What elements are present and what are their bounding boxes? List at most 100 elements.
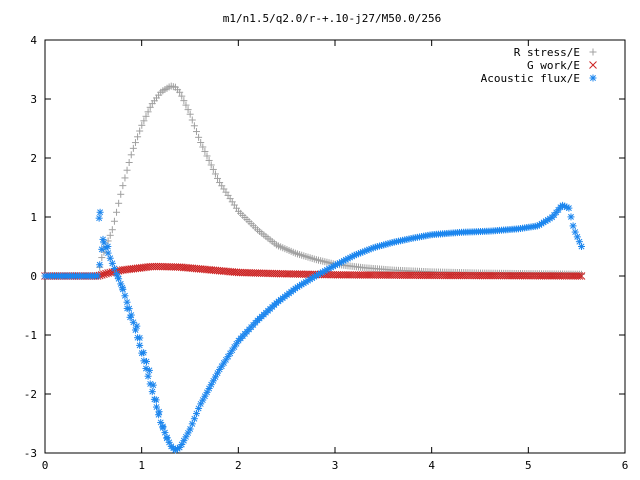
series-0-point: [121, 174, 129, 182]
series-2-point: [96, 208, 104, 216]
series-0-point: [108, 226, 116, 234]
series-2-point: [145, 366, 153, 374]
y-tick-label: 0: [30, 270, 37, 283]
series-0-point: [129, 144, 137, 152]
series-1-point: [575, 272, 584, 280]
series-0-point: [197, 138, 205, 146]
series-2-point: [144, 372, 152, 380]
series-2-point: [94, 272, 102, 280]
series-2-point: [114, 272, 121, 280]
y-tick-label: -3: [24, 447, 37, 460]
series-0-point: [106, 231, 114, 239]
series-2-point: [569, 222, 577, 230]
axes: 0 1 2 3 4 5 6 -3 -2 -1 0 1 2 3 4: [24, 34, 629, 472]
series-0-point: [131, 139, 139, 147]
series-0-point: [188, 116, 196, 124]
series-0-point: [176, 88, 184, 96]
y-tick-label: 1: [30, 211, 37, 224]
series-0-point: [125, 159, 133, 167]
legend-marker: [589, 48, 597, 56]
series-2-point: [565, 204, 573, 212]
series-0-point: [127, 151, 135, 159]
series-2-point: [99, 235, 107, 243]
series-2-point: [149, 381, 157, 389]
series-1-point: [577, 272, 586, 280]
series-0-point: [140, 117, 148, 125]
series-2-point: [123, 298, 131, 306]
series-0-point: [214, 174, 222, 182]
series-2-point: [104, 243, 112, 250]
series-marks: [41, 82, 586, 454]
series-0-point: [98, 254, 106, 262]
series-0-point: [180, 97, 188, 105]
series-2-point: [163, 434, 171, 442]
series-0-point: [190, 122, 198, 130]
series-0-point: [178, 92, 186, 100]
series-2-point: [96, 261, 104, 269]
series-0-point: [119, 182, 127, 190]
series-0-point: [207, 161, 215, 169]
x-tick-label: 1: [138, 459, 145, 472]
series-2-point: [121, 292, 129, 300]
series-0-point: [134, 133, 142, 141]
series-2-point: [152, 396, 160, 404]
series-0-point: [195, 133, 203, 141]
series-2-point: [136, 341, 144, 349]
series-0-point: [146, 103, 154, 111]
series-2-point: [118, 284, 126, 292]
legend-label: Acoustic flux/E: [481, 72, 580, 85]
series-0-point: [138, 121, 146, 129]
series-0-point: [205, 156, 213, 164]
series-0-point: [209, 165, 217, 173]
series-0-point: [201, 147, 209, 155]
y-tick-label: -2: [24, 388, 37, 401]
series-2-point: [159, 422, 167, 430]
series-2-point: [148, 388, 156, 396]
series-2-point: [567, 213, 575, 221]
legend-label: R stress/E: [514, 46, 580, 59]
series-0-point: [110, 217, 118, 225]
series-2-point: [95, 214, 103, 222]
series-0-point: [117, 190, 125, 198]
y-tick-label: 4: [30, 34, 37, 47]
x-tick-label: 4: [428, 459, 435, 472]
series-0-point: [115, 199, 123, 207]
y-tick-label: 2: [30, 152, 37, 165]
x-tick-label: 3: [332, 459, 339, 472]
series-0-point: [199, 143, 207, 151]
legend-marker: [589, 61, 597, 69]
series-2-point: [142, 365, 150, 373]
y-tick-label: -1: [24, 329, 37, 342]
series-2-point: [133, 322, 141, 330]
series-0-point: [192, 128, 200, 136]
x-tick-label: 0: [42, 459, 49, 472]
series-0-point: [113, 208, 121, 216]
series-0-point: [123, 166, 131, 174]
chart-title: m1/n1.5/q2.0/r-+.10-j27/M50.0/256: [223, 12, 442, 25]
series-2-point: [155, 408, 163, 416]
series-0-point: [182, 101, 190, 109]
legend-marker: [589, 74, 597, 82]
plot-frame: [44, 39, 626, 454]
x-tick-label: 5: [525, 459, 532, 472]
series-0-point: [186, 110, 194, 118]
x-tick-label: 2: [235, 459, 242, 472]
series-2-point: [143, 358, 150, 366]
series-0-point: [142, 112, 150, 120]
series-2-point: [578, 243, 585, 250]
legend-label: G work/E: [527, 59, 580, 72]
series-0-point: [136, 127, 144, 135]
series-2-point: [126, 313, 134, 321]
y-tick-label: 3: [30, 93, 37, 106]
series-2-point: [136, 334, 144, 342]
series-0-point: [203, 152, 211, 160]
series-0-point: [184, 106, 192, 114]
series-2-point: [123, 304, 131, 312]
x-tick-label: 6: [622, 459, 629, 472]
series-0-point: [211, 170, 219, 178]
series-1-point: [100, 270, 108, 279]
series-0-point: [144, 108, 152, 116]
series-2-point: [146, 380, 154, 388]
